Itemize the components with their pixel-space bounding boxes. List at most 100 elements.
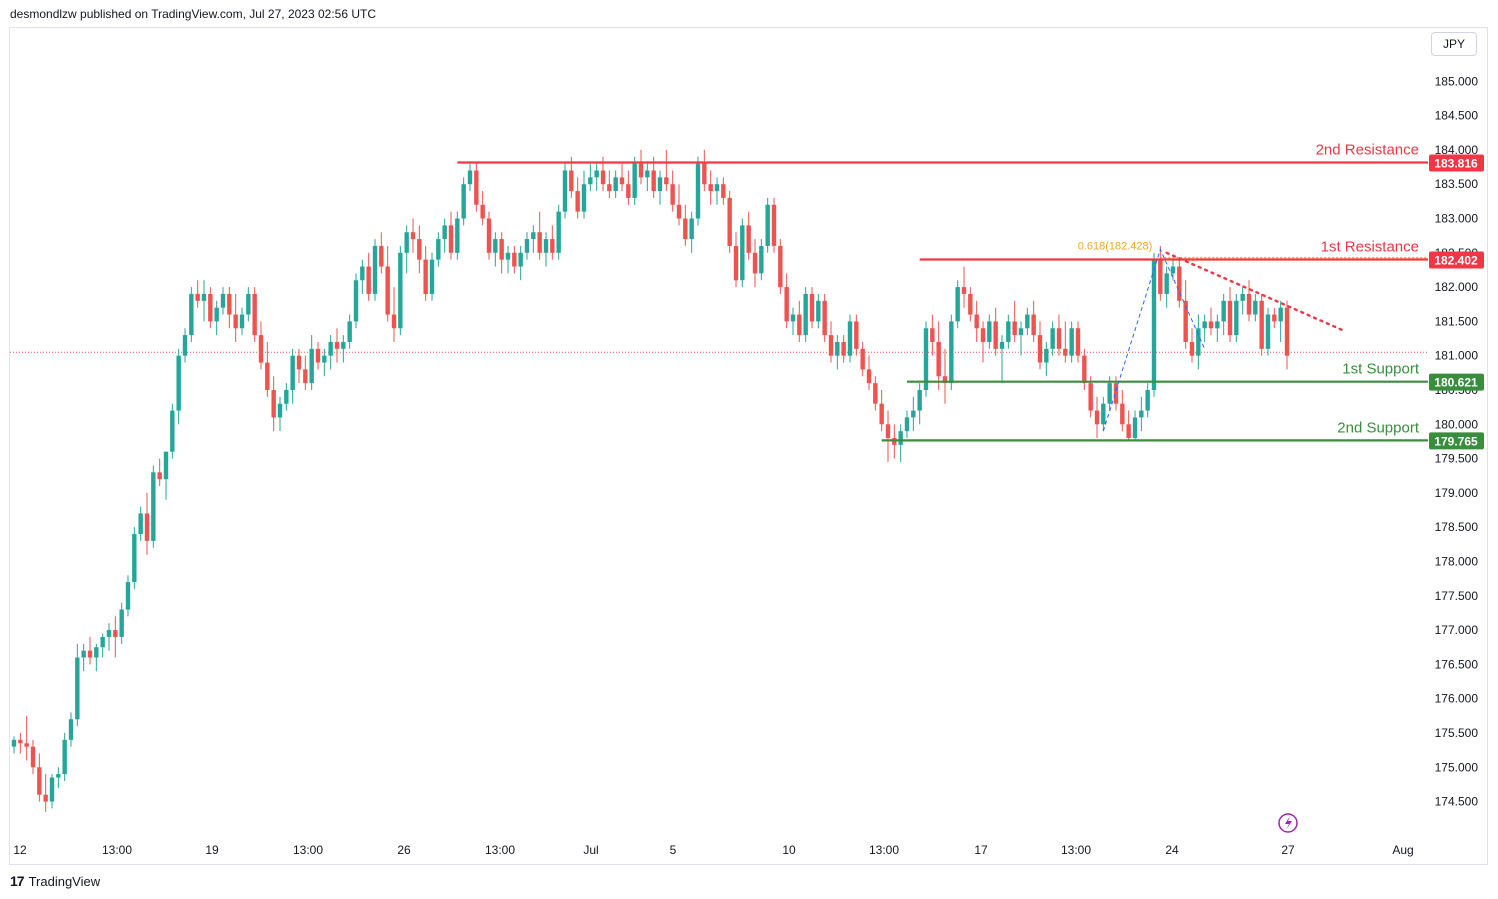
candle-body bbox=[581, 184, 587, 212]
candle-body bbox=[765, 204, 770, 246]
y-tick-label: 184.000 bbox=[1435, 143, 1479, 157]
currency-button[interactable]: JPY bbox=[1431, 32, 1477, 56]
candle-body bbox=[1075, 328, 1081, 356]
candle-body bbox=[252, 293, 257, 336]
candle-body bbox=[132, 534, 137, 583]
candle-body bbox=[866, 369, 872, 384]
candle-body bbox=[569, 170, 574, 192]
candle-body bbox=[714, 184, 720, 192]
candle-body bbox=[835, 341, 840, 356]
candle-body bbox=[138, 513, 143, 535]
candle-body bbox=[632, 163, 637, 198]
candle-body bbox=[366, 266, 371, 294]
candle-body bbox=[873, 383, 878, 404]
candle-body bbox=[600, 170, 606, 185]
candle-body bbox=[1126, 424, 1131, 438]
candle-body bbox=[999, 341, 1005, 349]
candle-body bbox=[1101, 403, 1106, 425]
fib-level-label: 0.618(182.428) bbox=[1078, 241, 1153, 253]
candle-body bbox=[201, 293, 207, 301]
x-tick-label: 24 bbox=[1165, 843, 1179, 857]
event-marker[interactable] bbox=[1278, 813, 1298, 833]
candle-body bbox=[993, 321, 998, 349]
candle-body bbox=[1284, 307, 1290, 356]
candle-body bbox=[163, 451, 169, 480]
y-tick-label: 183.500 bbox=[1435, 177, 1479, 191]
candle-body bbox=[379, 245, 384, 267]
candle-body bbox=[1088, 383, 1093, 411]
candle-body bbox=[1012, 321, 1017, 336]
candle-body bbox=[404, 232, 409, 253]
candle-body bbox=[125, 582, 131, 610]
y-tick-label: 181.500 bbox=[1435, 314, 1479, 328]
level-label: 1st Support bbox=[1342, 361, 1420, 378]
x-tick-label: 27 bbox=[1281, 843, 1295, 857]
candle-body bbox=[258, 335, 264, 363]
candle-body bbox=[461, 184, 466, 219]
candle-body bbox=[613, 177, 618, 192]
candle-body bbox=[911, 410, 916, 418]
level-price-tag bbox=[1429, 154, 1484, 172]
candle-body bbox=[987, 321, 992, 342]
tradingview-brand: TradingView bbox=[28, 873, 101, 889]
candle-body bbox=[284, 389, 289, 404]
candle-body bbox=[676, 204, 682, 219]
candle-body bbox=[771, 204, 777, 246]
x-tick-label: Aug bbox=[1392, 843, 1413, 857]
chart-frame bbox=[9, 27, 1488, 865]
candle-body bbox=[752, 252, 758, 274]
time-axis: 12 13:00 19 13:00 26 13:00 Jul 5 10 13:00 17 13:00 2… bbox=[13, 843, 1413, 857]
y-tick-label: 181.000 bbox=[1435, 349, 1479, 363]
candle-body bbox=[1139, 410, 1144, 418]
candle-body bbox=[448, 225, 454, 253]
x-tick-label: 19 bbox=[205, 843, 219, 857]
tradingview-logo-icon: 17 bbox=[10, 873, 25, 889]
candle-body bbox=[1031, 314, 1036, 336]
publish-info: desmondlzw published on TradingView.com,… bbox=[10, 7, 376, 21]
candle-body bbox=[1240, 293, 1245, 301]
candle-body bbox=[695, 163, 701, 219]
candle-body bbox=[328, 341, 333, 356]
y-tick-label: 180.000 bbox=[1435, 417, 1479, 431]
candle-body bbox=[417, 239, 422, 260]
candle-body bbox=[309, 348, 314, 384]
candle-body bbox=[930, 328, 935, 342]
candle-body bbox=[43, 794, 48, 802]
candle-body bbox=[1215, 321, 1220, 329]
candle-body bbox=[562, 170, 568, 212]
candle-body bbox=[486, 218, 492, 253]
level-price-text: 183.816 bbox=[1434, 157, 1478, 171]
candle-body bbox=[11, 739, 17, 747]
drawings: 2nd Resistance 1st Resistance 1st Support 2… bbox=[457, 142, 1428, 442]
lightning-icon[interactable] bbox=[1278, 813, 1298, 833]
candle-body bbox=[385, 266, 390, 315]
candle-body bbox=[347, 321, 352, 342]
candle-body bbox=[1272, 314, 1277, 322]
candle-body bbox=[689, 218, 694, 240]
candle-body bbox=[797, 314, 802, 336]
candle-body bbox=[436, 239, 441, 260]
candle-body bbox=[670, 184, 675, 205]
candle-body bbox=[822, 300, 827, 336]
candle-body bbox=[898, 431, 903, 445]
candle-body bbox=[499, 239, 504, 260]
candle-body bbox=[518, 252, 523, 267]
y-tick-label: 176.500 bbox=[1435, 657, 1479, 671]
candle-body bbox=[176, 355, 181, 411]
candle-body bbox=[474, 170, 479, 205]
candle-body bbox=[30, 746, 36, 768]
candle-body bbox=[423, 259, 428, 294]
x-tick-label: 13:00 bbox=[102, 843, 132, 857]
candle-body bbox=[923, 328, 929, 390]
candle-body bbox=[657, 177, 663, 192]
y-tick-label: 184.500 bbox=[1435, 109, 1479, 123]
candle-body bbox=[296, 355, 302, 370]
candle-body bbox=[702, 163, 707, 185]
candle-body bbox=[727, 197, 732, 246]
candle-body bbox=[955, 287, 960, 322]
candle-body bbox=[37, 767, 42, 795]
candle-body bbox=[607, 184, 612, 192]
candle-body bbox=[75, 657, 80, 720]
tradingview-footer[interactable]: 17 TradingView bbox=[10, 873, 100, 889]
